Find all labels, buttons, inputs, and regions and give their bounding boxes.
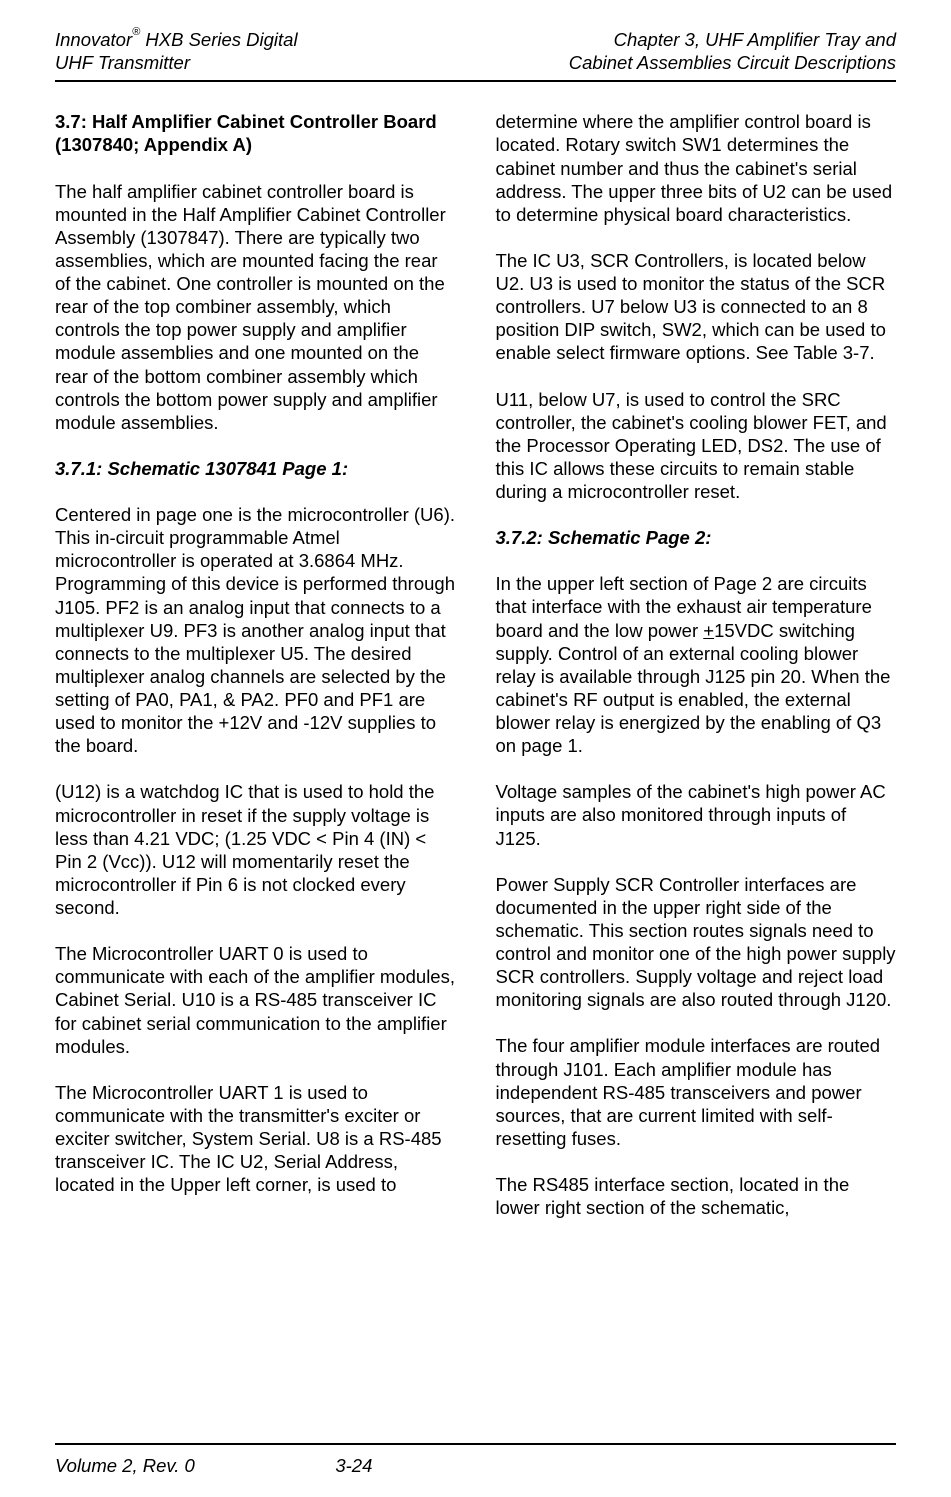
paragraph: Power Supply SCR Controller interfaces a… [496, 873, 897, 1012]
footer-spacer [616, 1455, 896, 1477]
section-3-7-1-title: 3.7.1: Schematic 1307841 Page 1: [55, 457, 456, 480]
header-right: Chapter 3, UHF Amplifier Tray and Cabine… [569, 28, 896, 74]
footer-page-number: 3-24 [335, 1455, 615, 1477]
header-left: Innovator® HXB Series Digital UHF Transm… [55, 28, 298, 74]
header-product-line2: UHF Transmitter [55, 52, 190, 73]
paragraph: Centered in page one is the microcontrol… [55, 503, 456, 757]
paragraph: The IC U3, SCR Controllers, is located b… [496, 249, 897, 365]
header-product-a: Innovator [55, 29, 132, 50]
paragraph: U11, below U7, is used to control the SR… [496, 388, 897, 504]
registered-symbol: ® [132, 26, 140, 38]
paragraph: (U12) is a watchdog IC that is used to h… [55, 780, 456, 919]
paragraph: The Microcontroller UART 0 is used to co… [55, 942, 456, 1058]
page: Innovator® HXB Series Digital UHF Transm… [0, 0, 951, 1497]
page-footer: Volume 2, Rev. 0 3-24 [55, 1455, 896, 1477]
footer-volume: Volume 2, Rev. 0 [55, 1455, 335, 1477]
footer-rule: Volume 2, Rev. 0 3-24 [55, 1443, 896, 1477]
paragraph: In the upper left section of Page 2 are … [496, 572, 897, 757]
body-content: 3.7: Half Amplifier Cabinet Controller B… [55, 82, 896, 1435]
paragraph: The four amplifier module interfaces are… [496, 1034, 897, 1150]
page-header: Innovator® HXB Series Digital UHF Transm… [55, 28, 896, 82]
header-product-b: HXB Series Digital [140, 29, 297, 50]
paragraph: The RS485 interface section, located in … [496, 1173, 897, 1219]
header-chapter-line2: Cabinet Assemblies Circuit Descriptions [569, 52, 896, 73]
paragraph: Voltage samples of the cabinet's high po… [496, 780, 897, 849]
section-3-7-title: 3.7: Half Amplifier Cabinet Controller B… [55, 110, 456, 156]
header-chapter-line1: Chapter 3, UHF Amplifier Tray and [614, 29, 896, 50]
paragraph: The half amplifier cabinet controller bo… [55, 180, 456, 434]
underlined-plus: + [703, 620, 714, 641]
section-3-7-2-title: 3.7.2: Schematic Page 2: [496, 526, 897, 549]
